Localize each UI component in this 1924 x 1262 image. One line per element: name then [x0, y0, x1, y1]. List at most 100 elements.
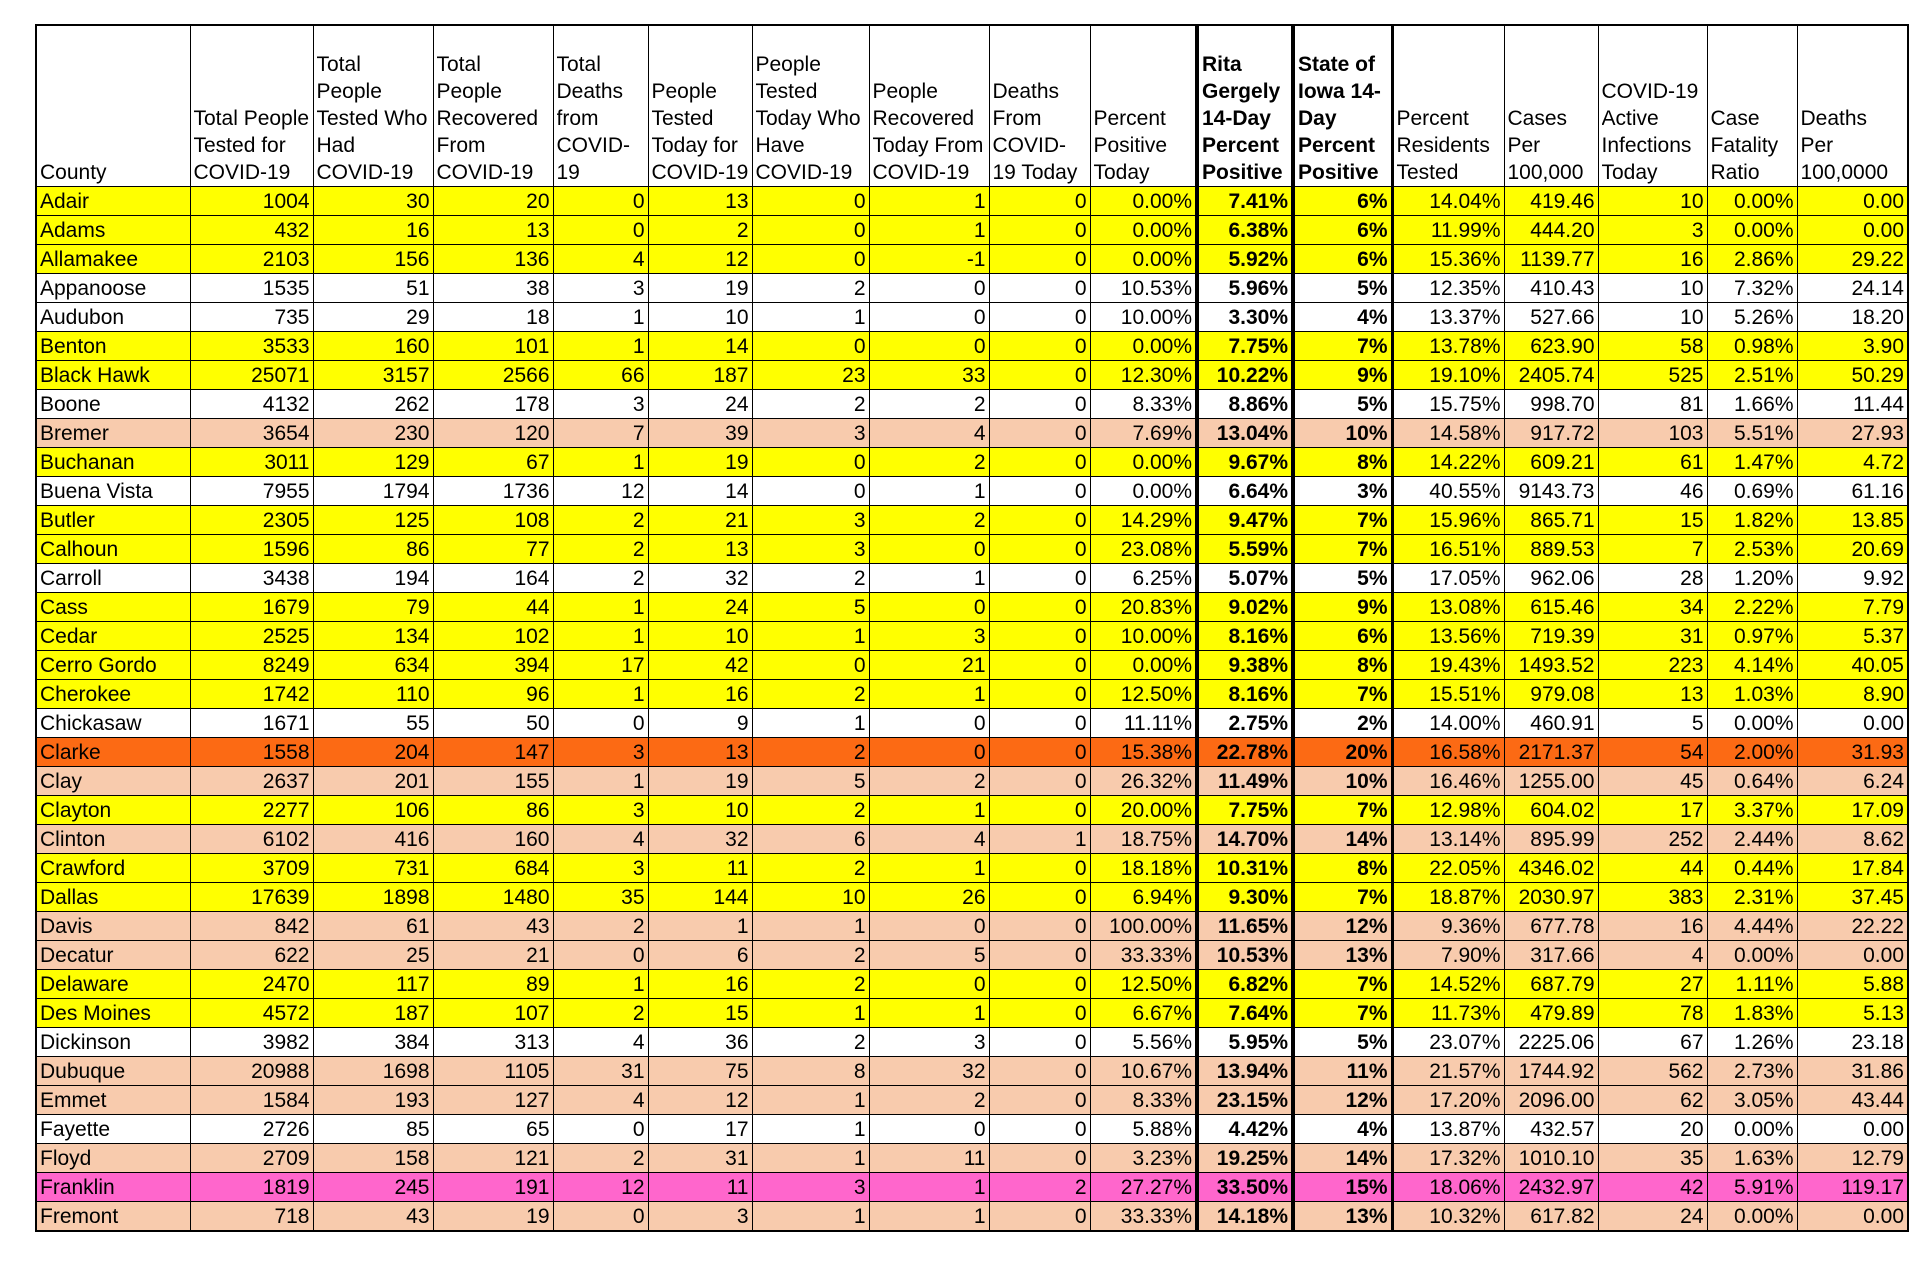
value-cell: 23.18 — [1796, 1027, 1909, 1057]
county-cell: Black Hawk — [35, 360, 191, 390]
value-cell: -1 — [868, 244, 990, 274]
value-cell: 17.20% — [1390, 1085, 1505, 1115]
value-cell: 32 — [868, 1056, 990, 1086]
header-text: Total People Tested Who Had COVID-19 — [316, 53, 428, 184]
value-cell: 0 — [868, 911, 990, 941]
value-cell: 2 — [988, 1172, 1091, 1202]
value-cell: 10 — [1597, 186, 1708, 216]
value-cell: 14.00% — [1390, 708, 1505, 738]
value-cell: 735 — [189, 302, 314, 332]
county-cell: Dallas — [35, 882, 191, 912]
value-cell: 383 — [1597, 882, 1708, 912]
value-cell: 2 — [868, 505, 990, 535]
value-cell: 18.18% — [1089, 853, 1198, 883]
value-cell: 2.00% — [1706, 737, 1798, 767]
header-text: State of Iowa 14-Day Percent Positive — [1298, 53, 1381, 184]
value-cell: 0 — [552, 708, 649, 738]
county-cell: Cherokee — [35, 679, 191, 709]
table-row: Clarke 1558 204 147 3 13 2 0 0 15.38% 22.78% 20% 16.… — [35, 737, 1909, 767]
value-cell: 10.53% — [1089, 273, 1198, 303]
value-cell: 8.33% — [1089, 1085, 1198, 1115]
header-cell: State of Iowa 14-Day Percent Positive — [1291, 24, 1393, 187]
value-cell: 2.86% — [1706, 244, 1798, 274]
value-cell: 6.82% — [1195, 969, 1294, 999]
value-cell: 32 — [647, 824, 753, 854]
value-cell: 178 — [432, 389, 554, 419]
value-cell: 562 — [1597, 1056, 1708, 1086]
value-cell: 13 — [647, 737, 753, 767]
value-cell: 13.87% — [1390, 1114, 1505, 1144]
value-cell: 14.70% — [1195, 824, 1294, 854]
header-cell: Percent Residents Tested — [1390, 24, 1505, 187]
value-cell: 20.83% — [1089, 592, 1198, 622]
value-cell: 29.22 — [1796, 244, 1909, 274]
value-cell: 8.16% — [1195, 621, 1294, 651]
value-cell: 14.58% — [1390, 418, 1505, 448]
value-cell: 6% — [1291, 215, 1393, 245]
value-cell: 4 — [552, 1085, 649, 1115]
value-cell: 2 — [751, 389, 870, 419]
value-cell: 0 — [988, 1201, 1091, 1232]
value-cell: 187 — [312, 998, 434, 1028]
header-row: County Total People Tested for COVID-19 To… — [35, 24, 1909, 187]
value-cell: 11.11% — [1089, 708, 1198, 738]
value-cell: 13.04% — [1195, 418, 1294, 448]
value-cell: 962.06 — [1503, 563, 1599, 593]
value-cell: 8.62 — [1796, 824, 1909, 854]
value-cell: 5% — [1291, 563, 1393, 593]
value-cell: 1819 — [189, 1172, 314, 1202]
value-cell: 718 — [189, 1201, 314, 1232]
value-cell: 17.84 — [1796, 853, 1909, 883]
value-cell: 384 — [312, 1027, 434, 1057]
value-cell: 9% — [1291, 360, 1393, 390]
value-cell: 21 — [868, 650, 990, 680]
county-cell: Buena Vista — [35, 476, 191, 506]
value-cell: 2 — [868, 766, 990, 796]
header-text: People Tested Today for COVID-19 — [651, 80, 749, 184]
value-cell: 0 — [988, 592, 1091, 622]
value-cell: 25071 — [189, 360, 314, 390]
value-cell: 1.66% — [1706, 389, 1798, 419]
value-cell: 1.11% — [1706, 969, 1798, 999]
value-cell: 20 — [1597, 1114, 1708, 1144]
value-cell: 1.83% — [1706, 998, 1798, 1028]
county-cell: Clayton — [35, 795, 191, 825]
value-cell: 16.58% — [1390, 737, 1505, 767]
value-cell: 677.78 — [1503, 911, 1599, 941]
value-cell: 3 — [1597, 215, 1708, 245]
value-cell: 20.69 — [1796, 534, 1909, 564]
value-cell: 1 — [552, 592, 649, 622]
value-cell: 12 — [552, 1172, 649, 1202]
value-cell: 129 — [312, 447, 434, 477]
value-cell: 9.38% — [1195, 650, 1294, 680]
value-cell: 65 — [432, 1114, 554, 1144]
value-cell: 15 — [647, 998, 753, 1028]
value-cell: 16 — [312, 215, 434, 245]
value-cell: 160 — [432, 824, 554, 854]
value-cell: 5.91% — [1706, 1172, 1798, 1202]
value-cell: 10 — [1597, 302, 1708, 332]
value-cell: 164 — [432, 563, 554, 593]
value-cell: 0 — [988, 1027, 1091, 1057]
value-cell: 7.75% — [1195, 331, 1294, 361]
value-cell: 1794 — [312, 476, 434, 506]
value-cell: 634 — [312, 650, 434, 680]
value-cell: 1 — [751, 708, 870, 738]
value-cell: 2709 — [189, 1143, 314, 1173]
value-cell: 1 — [552, 302, 649, 332]
value-cell: 1 — [868, 476, 990, 506]
value-cell: 604.02 — [1503, 795, 1599, 825]
value-cell: 14.29% — [1089, 505, 1198, 535]
value-cell: 3.23% — [1089, 1143, 1198, 1173]
value-cell: 125 — [312, 505, 434, 535]
value-cell: 7.69% — [1089, 418, 1198, 448]
value-cell: 252 — [1597, 824, 1708, 854]
value-cell: 3011 — [189, 447, 314, 477]
value-cell: 1 — [868, 998, 990, 1028]
value-cell: 23 — [751, 360, 870, 390]
value-cell: 4 — [868, 418, 990, 448]
value-cell: 79 — [312, 592, 434, 622]
value-cell: 1 — [868, 215, 990, 245]
table-row: Audubon 735 29 18 1 10 1 0 0 10.00% 3.30% 4% 13.37% 5… — [35, 302, 1909, 332]
value-cell: 19.25% — [1195, 1143, 1294, 1173]
